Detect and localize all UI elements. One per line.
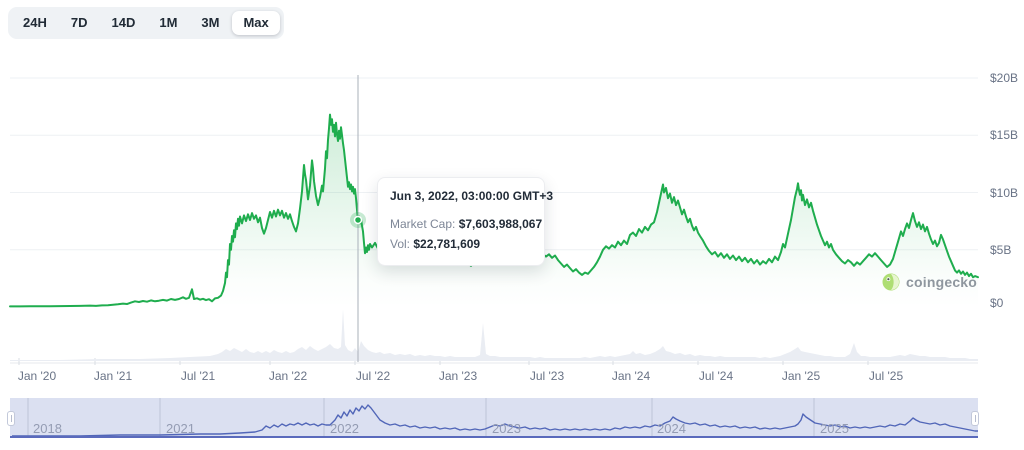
x-axis-label: Jul '21 xyxy=(180,369,216,383)
navigator-year-label: 2024 xyxy=(657,421,686,436)
tooltip-market-cap-value: $7,603,988,067 xyxy=(458,217,543,231)
tooltip-volume-value: $22,781,609 xyxy=(413,237,481,251)
navigator-year-label: 2022 xyxy=(330,421,359,436)
crosshair xyxy=(350,75,366,362)
range-button-max[interactable]: Max xyxy=(232,11,280,35)
tooltip-market-cap-row: Market Cap: $7,603,988,067 xyxy=(390,216,542,233)
navigator-right-handle[interactable] xyxy=(971,411,979,426)
coingecko-gecko-icon xyxy=(882,273,900,291)
y-axis-label: $15B xyxy=(990,128,1019,143)
x-axis-label: Jan '24 xyxy=(611,369,651,383)
x-axis-label: Jan '20 xyxy=(17,369,57,383)
x-axis-label: Jan '23 xyxy=(438,369,478,383)
tooltip-market-cap-label: Market Cap: xyxy=(390,217,456,231)
volume-bars xyxy=(10,309,978,361)
navigator-year-label: 2018 xyxy=(33,421,62,436)
navigator-chart xyxy=(10,398,978,438)
range-button-14d[interactable]: 14D xyxy=(100,11,146,35)
range-button-1m[interactable]: 1M xyxy=(148,11,188,35)
y-axis-label: $10B xyxy=(990,185,1019,200)
time-range-selector: 24H 7D 14D 1M 3M Max xyxy=(8,7,284,39)
range-navigator[interactable]: 2018 2021 2022 2023 2024 2025 xyxy=(7,398,979,438)
tooltip-volume-row: Vol: $22,781,609 xyxy=(390,236,532,253)
x-axis-label: Jul '22 xyxy=(355,369,391,383)
x-axis-label: Jan '25 xyxy=(781,369,821,383)
coingecko-watermark-label: coingecko xyxy=(906,274,978,290)
y-axis-label: $0 xyxy=(990,296,1004,310)
range-button-3m[interactable]: 3M xyxy=(190,11,230,35)
range-button-24h[interactable]: 24H xyxy=(12,11,58,35)
navigator-year-label: 2021 xyxy=(166,421,195,436)
navigator-year-label: 2025 xyxy=(820,421,849,436)
chart-tooltip: Jun 3, 2022, 03:00:00 GMT+3 Market Cap: … xyxy=(377,177,554,266)
x-axis-label: Jul '24 xyxy=(698,369,734,383)
tooltip-date: Jun 3, 2022, 03:00:00 GMT+3 xyxy=(390,189,554,203)
navigator-left-handle[interactable] xyxy=(7,411,15,426)
navigator-year-label: 2023 xyxy=(492,421,521,436)
x-axis-label: Jan '22 xyxy=(268,369,308,383)
y-axis-label: $5B xyxy=(990,242,1012,257)
coingecko-watermark: coingecko xyxy=(882,273,977,291)
tooltip-volume-label: Vol: xyxy=(390,237,411,251)
x-axis-label: Jul '25 xyxy=(868,369,904,383)
x-axis-label: Jan '21 xyxy=(93,369,133,383)
y-axis-label: $20B xyxy=(990,71,1019,85)
range-button-7d[interactable]: 7D xyxy=(60,11,99,35)
x-axis-label: Jul '23 xyxy=(529,369,565,383)
